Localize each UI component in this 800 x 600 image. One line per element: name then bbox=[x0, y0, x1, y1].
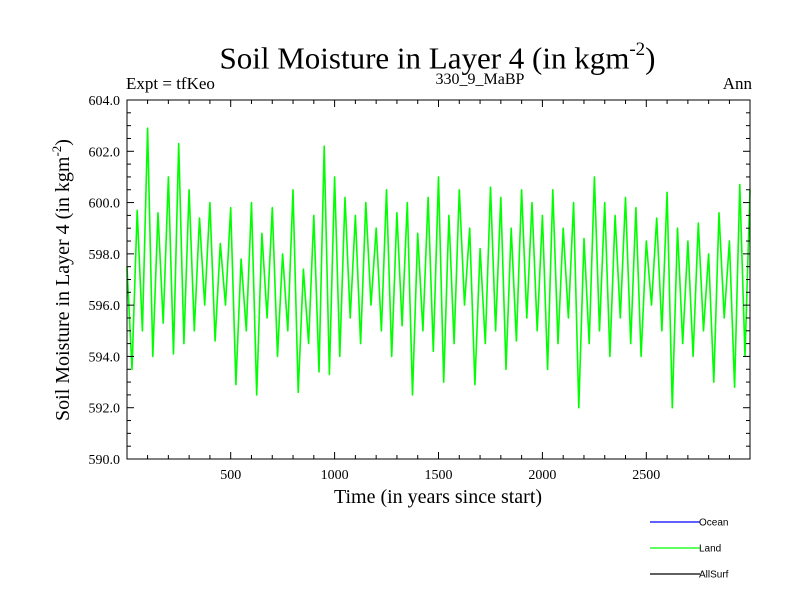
y-tick-label: 604.0 bbox=[89, 94, 121, 109]
season-label: Ann bbox=[722, 74, 752, 93]
y-tick-label: 598.0 bbox=[89, 248, 121, 263]
chart-title-superscript: -2 bbox=[629, 39, 646, 60]
y-tick-label: 590.0 bbox=[89, 453, 121, 468]
legend: Ocean Land AllSurf bbox=[650, 518, 729, 581]
y-tick-label: 594.0 bbox=[89, 350, 121, 365]
x-tick-label: 2500 bbox=[632, 468, 660, 483]
legend-label-ocean: Ocean bbox=[699, 518, 728, 529]
axis-ticks: 590.0 592.0 594.0 596.0 598.0 600.0 602.0 604.0… bbox=[89, 94, 750, 483]
legend-label-land: Land bbox=[699, 544, 721, 555]
y-tick-label: 596.0 bbox=[89, 299, 121, 314]
y-tick-label: 592.0 bbox=[89, 402, 121, 417]
x-tick-label: 500 bbox=[220, 468, 241, 483]
chart-title: Soil Moisture in Layer 4 (in kgm-2) bbox=[0, 34, 800, 76]
x-tick-label: 2000 bbox=[528, 468, 556, 483]
chart-title-end: ) bbox=[645, 40, 656, 76]
x-tick-label: 1500 bbox=[425, 468, 453, 483]
legend-label-allsurf: AllSurf bbox=[699, 570, 729, 581]
y-tick-label: 600.0 bbox=[89, 197, 121, 212]
series-line-land bbox=[126, 127, 751, 409]
y-tick-label: 602.0 bbox=[89, 145, 121, 160]
x-axis-label: Time (in years since start) bbox=[333, 486, 543, 508]
chart-title-text: Soil Moisture in Layer 4 (in kgm bbox=[219, 40, 630, 76]
plot-frame bbox=[126, 99, 751, 460]
x-tick-label: 1000 bbox=[321, 468, 349, 483]
experiment-label: Expt = tfKeo bbox=[126, 74, 215, 93]
period-label: 330_9_MaBP bbox=[435, 71, 525, 88]
series-lines bbox=[126, 127, 751, 409]
